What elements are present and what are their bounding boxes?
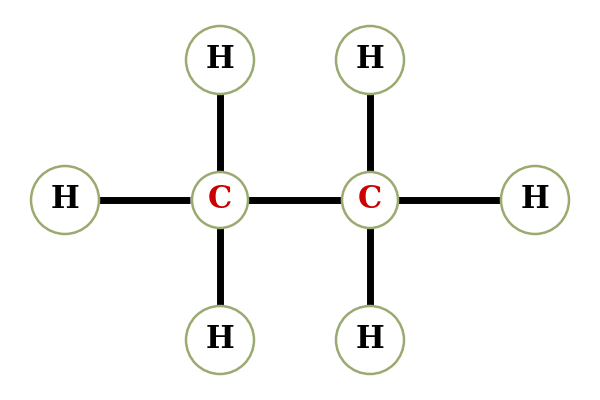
Ellipse shape <box>186 26 254 94</box>
Ellipse shape <box>336 26 404 94</box>
Ellipse shape <box>192 172 248 228</box>
Ellipse shape <box>186 306 254 374</box>
Text: H: H <box>206 44 235 76</box>
Text: C: C <box>358 184 382 216</box>
Text: H: H <box>206 324 235 356</box>
Ellipse shape <box>501 166 569 234</box>
Text: H: H <box>521 184 550 216</box>
Ellipse shape <box>336 306 404 374</box>
Ellipse shape <box>342 172 398 228</box>
Text: H: H <box>356 44 385 76</box>
Ellipse shape <box>31 166 99 234</box>
Text: C: C <box>208 184 232 216</box>
Text: H: H <box>356 324 385 356</box>
Text: H: H <box>50 184 79 216</box>
